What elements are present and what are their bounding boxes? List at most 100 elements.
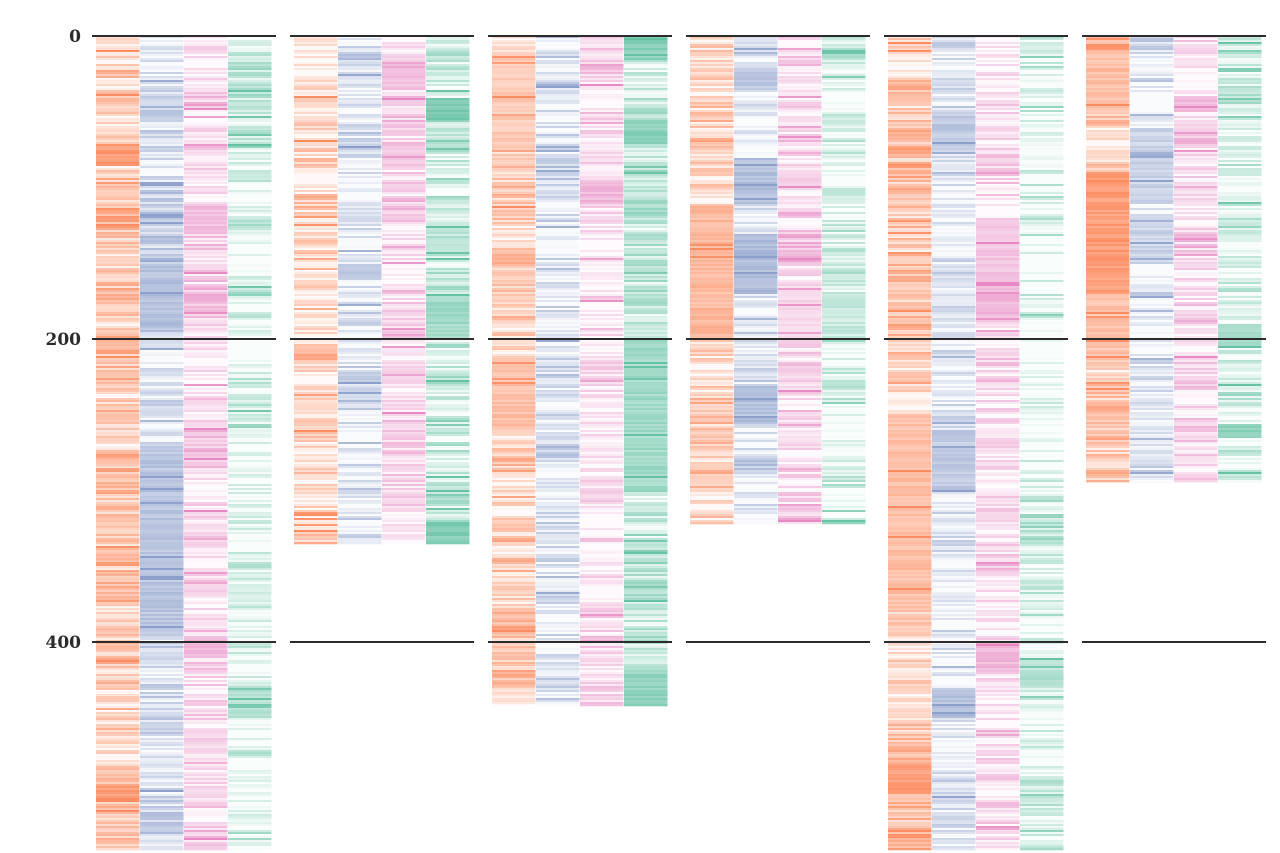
heat-cell	[624, 638, 668, 641]
heat-cell	[822, 298, 866, 301]
heat-cell	[778, 48, 822, 51]
heat-cell	[228, 414, 272, 417]
heat-cell	[822, 330, 866, 333]
heat-cell	[624, 352, 668, 355]
heat-cell	[338, 542, 382, 545]
heat-cell	[382, 126, 426, 129]
heat-cell	[228, 68, 272, 71]
heat-cell	[492, 390, 536, 393]
heat-cell	[492, 42, 536, 45]
heat-cell	[690, 392, 734, 395]
heat-cell	[734, 510, 778, 513]
heat-cell	[184, 496, 228, 499]
heat-cell	[140, 810, 184, 813]
heat-cell	[338, 264, 382, 267]
heat-cell	[96, 352, 140, 355]
heat-cell	[184, 518, 228, 521]
heat-cell	[96, 276, 140, 279]
heat-cell	[228, 398, 272, 401]
heat-cell	[96, 266, 140, 269]
heat-cell	[140, 380, 184, 383]
heat-cell	[624, 398, 668, 401]
heat-cell	[624, 200, 668, 203]
heat-cell	[822, 408, 866, 411]
heat-cell	[96, 116, 140, 119]
heat-cell	[228, 310, 272, 313]
heat-cell	[228, 612, 272, 615]
heat-cell	[382, 114, 426, 117]
heat-cell	[426, 198, 470, 201]
heat-cell	[96, 448, 140, 451]
heat-cell	[624, 138, 668, 141]
heat-cell	[426, 460, 470, 463]
heat-cell	[294, 216, 338, 219]
heat-cell	[426, 406, 470, 409]
heat-cell	[778, 414, 822, 417]
heat-cell	[536, 104, 580, 107]
heat-cell	[382, 526, 426, 529]
heat-cell	[822, 190, 866, 193]
heat-cell	[580, 54, 624, 57]
heat-cell	[140, 214, 184, 217]
heat-cell	[624, 260, 668, 263]
heat-cell	[536, 46, 580, 49]
heat-cell	[580, 394, 624, 397]
heat-cell	[536, 430, 580, 433]
heat-cell	[492, 54, 536, 57]
heat-cell	[338, 390, 382, 393]
heat-cell	[382, 512, 426, 515]
heat-cell	[184, 240, 228, 243]
heat-cell	[822, 436, 866, 439]
heat-cell	[580, 624, 624, 627]
heat-cell	[382, 470, 426, 473]
heat-cell	[778, 60, 822, 63]
heat-cell	[382, 522, 426, 525]
heat-cell	[778, 478, 822, 481]
heat-cell	[96, 74, 140, 77]
heat-cell	[228, 678, 272, 681]
heat-cell	[338, 134, 382, 137]
heat-cell	[734, 454, 778, 457]
heat-cell	[822, 76, 866, 79]
heat-cell	[624, 250, 668, 253]
heat-cell	[536, 622, 580, 625]
heat-cell	[140, 64, 184, 67]
heat-cell	[624, 252, 668, 255]
heat-cell	[536, 168, 580, 171]
heat-cell	[580, 224, 624, 227]
heat-cell	[734, 142, 778, 145]
heat-cell	[96, 134, 140, 137]
heat-cell	[140, 652, 184, 655]
heat-cell	[492, 104, 536, 107]
heat-cell	[140, 732, 184, 735]
heat-cell	[184, 80, 228, 83]
heat-cell	[228, 808, 272, 811]
heat-cell	[734, 148, 778, 151]
heat-cell	[624, 376, 668, 379]
heat-cell	[778, 438, 822, 441]
heat-cell	[294, 234, 338, 237]
heat-cell	[822, 450, 866, 453]
heat-cell	[734, 378, 778, 381]
heat-cell	[624, 308, 668, 311]
heat-cell	[624, 460, 668, 463]
heat-cell	[492, 304, 536, 307]
heat-cell	[580, 278, 624, 281]
heat-cell	[580, 580, 624, 583]
heat-cell	[426, 454, 470, 457]
heat-cell	[184, 788, 228, 791]
heat-cell	[492, 150, 536, 153]
heat-cell	[624, 124, 668, 127]
heat-cell	[690, 126, 734, 129]
heat-cell	[228, 502, 272, 505]
heat-cell	[228, 84, 272, 87]
heat-cell	[338, 534, 382, 537]
heat-cell	[734, 404, 778, 407]
heat-cell	[536, 702, 580, 705]
heat-cell	[492, 358, 536, 361]
heat-cell	[426, 148, 470, 151]
heat-cell	[294, 170, 338, 173]
heat-cell	[294, 42, 338, 45]
heat-cell	[580, 262, 624, 265]
heat-cell	[580, 380, 624, 383]
